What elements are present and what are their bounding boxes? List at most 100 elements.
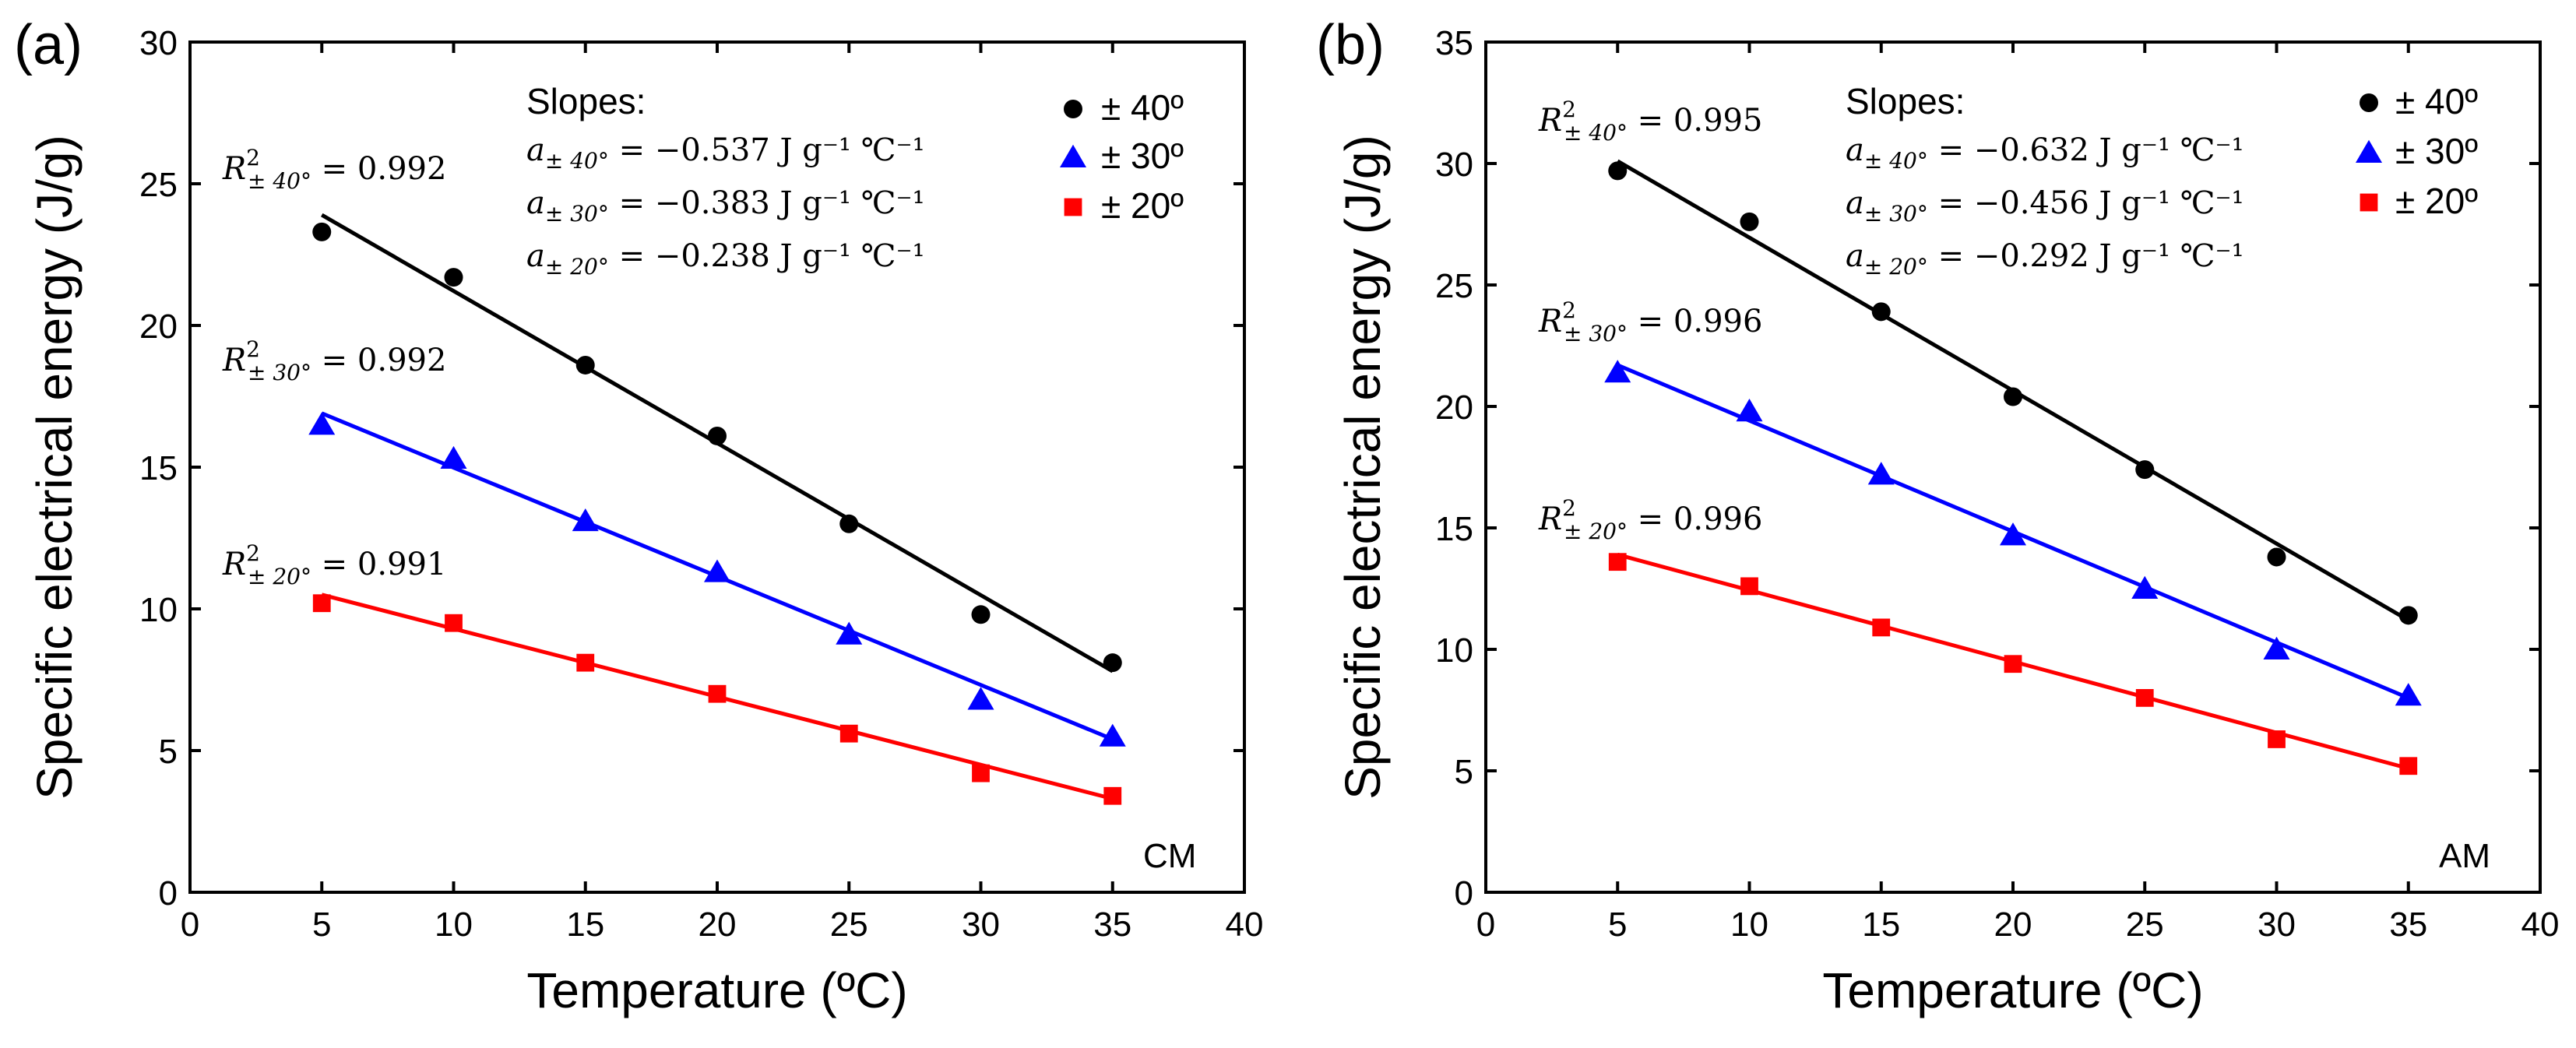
slope-subscript: ± 40° — [545, 148, 609, 174]
slope-subscript: ± 30° — [1864, 201, 1928, 227]
data-point — [1736, 399, 1763, 422]
series-triangle — [308, 411, 1126, 747]
data-point — [1103, 653, 1122, 673]
data-point — [1867, 462, 1895, 485]
data-point — [2395, 683, 2422, 706]
r2-symbol: R — [1538, 501, 1562, 537]
legend-label: ± 30º — [2395, 131, 2478, 171]
y-tick-label: 15 — [139, 449, 178, 487]
legend-label: ± 30º — [1101, 135, 1184, 176]
slope-subscript: ± 20° — [1864, 254, 1928, 280]
r2-superscript: 2 — [246, 145, 260, 171]
r2-annotation: R2 ± 30° = 0.992 — [222, 336, 446, 385]
x-tick-label: 25 — [830, 906, 868, 944]
data-point — [836, 621, 863, 645]
y-tick-label: 15 — [1435, 510, 1473, 548]
series-square — [312, 593, 1122, 805]
chart-panel-b: 0 5 10 15 20 25 30 35 40 0 5 10 15 20 25 30 35 Temperatur… — [1316, 14, 2559, 1018]
r2-superscript: 2 — [246, 336, 260, 362]
slope-value: = −0.632 J g⁻¹ ℃⁻¹ — [1928, 132, 2244, 168]
y-tick-label: 10 — [139, 591, 178, 629]
data-point — [1740, 577, 1758, 596]
x-tick-label: 5 — [1608, 906, 1627, 944]
legend-marker — [1064, 100, 1082, 118]
data-point — [2267, 547, 2286, 567]
x-tick-label: 20 — [699, 906, 737, 944]
x-tick-label: 25 — [2126, 906, 2164, 944]
r2-subscript: ± 20° — [1564, 519, 1628, 544]
r2-annotation: R2 ± 30° = 0.996 — [1538, 297, 1762, 346]
legend: ± 40º ± 30º ± 20º — [1059, 87, 1184, 226]
slope-subscript: ± 20° — [545, 254, 609, 280]
y-tick-label: 20 — [1435, 389, 1473, 427]
data-point — [576, 653, 595, 672]
legend-marker — [1059, 144, 1087, 167]
slope-symbol: a — [1846, 238, 1864, 274]
data-point — [2135, 460, 2155, 480]
slopes-title: Slopes: — [1846, 81, 1965, 121]
r2-subscript: ± 40° — [1564, 120, 1628, 146]
x-tick-label: 0 — [181, 906, 199, 944]
y-tick-label: 0 — [159, 874, 178, 913]
series-circle — [1608, 159, 2418, 625]
data-point — [1103, 786, 1122, 805]
y-tick-label: 5 — [159, 733, 178, 771]
r2-superscript: 2 — [1562, 495, 1576, 521]
r2-value: = 0.996 — [1628, 304, 1762, 339]
x-tick-label: 15 — [566, 906, 604, 944]
series-triangle — [1604, 360, 2422, 706]
legend: ± 40º ± 30º ± 20º — [2355, 81, 2478, 221]
data-point — [1608, 553, 1627, 571]
slope-line: a± 40° = −0.632 J g⁻¹ ℃⁻¹ — [1846, 132, 2244, 174]
slope-line: a± 30° = −0.383 J g⁻¹ ℃⁻¹ — [526, 185, 925, 227]
r2-annotation: R2 ± 20° = 0.991 — [222, 540, 446, 589]
y-axis-label: Specific electrical energy (J/g) — [1335, 135, 1391, 800]
data-point — [445, 614, 463, 632]
x-tick-label: 15 — [1862, 906, 1900, 944]
r2-symbol: R — [222, 151, 246, 187]
data-point — [2263, 636, 2290, 659]
data-point — [708, 684, 727, 703]
r2-superscript: 2 — [1562, 297, 1576, 323]
x-tick-label: 10 — [435, 906, 473, 944]
data-point — [1608, 161, 1628, 181]
data-point — [839, 724, 858, 743]
y-tick-label: 25 — [139, 166, 178, 204]
plot-frame — [1484, 40, 2542, 894]
slope-symbol: a — [526, 238, 545, 274]
slopes-annotation: Slopes:a± 40° = −0.537 J g⁻¹ ℃⁻¹a± 30° =… — [526, 81, 925, 280]
x-tick-label: 30 — [2258, 906, 2296, 944]
y-tick-label: 10 — [1435, 631, 1473, 670]
panel-label: (b) — [1316, 14, 1385, 76]
data-point — [1872, 618, 1891, 637]
r2-annotation: R2 ± 20° = 0.996 — [1538, 495, 1762, 544]
data-point — [440, 445, 467, 469]
r2-symbol: R — [1538, 103, 1562, 139]
data-point — [2135, 689, 2154, 707]
legend-marker — [1064, 198, 1082, 216]
data-point — [967, 687, 994, 710]
slope-value: = −0.537 J g⁻¹ ℃⁻¹ — [609, 132, 925, 168]
y-tick-label: 25 — [1435, 267, 1473, 305]
slope-value: = −0.292 J g⁻¹ ℃⁻¹ — [1928, 238, 2244, 274]
data-point — [2131, 575, 2159, 599]
r2-subscript: ± 30° — [1564, 321, 1628, 346]
data-point — [1871, 302, 1891, 322]
legend-label: ± 40º — [1101, 87, 1184, 128]
r2-subscript: ± 20° — [248, 564, 311, 589]
data-point — [1604, 360, 1631, 383]
slopes-annotation: Slopes: a± 40° = −0.632 J g⁻¹ ℃⁻¹ a± 30° =… — [1846, 81, 2244, 280]
slope-line: a± 20° = −0.238 J g⁻¹ ℃⁻¹ — [526, 238, 925, 280]
slope-value: = −0.238 J g⁻¹ ℃⁻¹ — [609, 238, 925, 274]
panel-label: (a) — [14, 14, 83, 76]
legend-label: ± 20º — [2395, 181, 2478, 221]
slope-line: a± 20° = −0.292 J g⁻¹ ℃⁻¹ — [1846, 238, 2244, 280]
data-point — [2399, 757, 2418, 775]
data-point — [708, 426, 727, 445]
data-point — [1099, 723, 1126, 747]
r2-value: = 0.992 — [311, 151, 446, 187]
x-tick-label: 40 — [2521, 906, 2560, 944]
slope-symbol: a — [526, 132, 545, 168]
data-point — [2268, 730, 2286, 748]
